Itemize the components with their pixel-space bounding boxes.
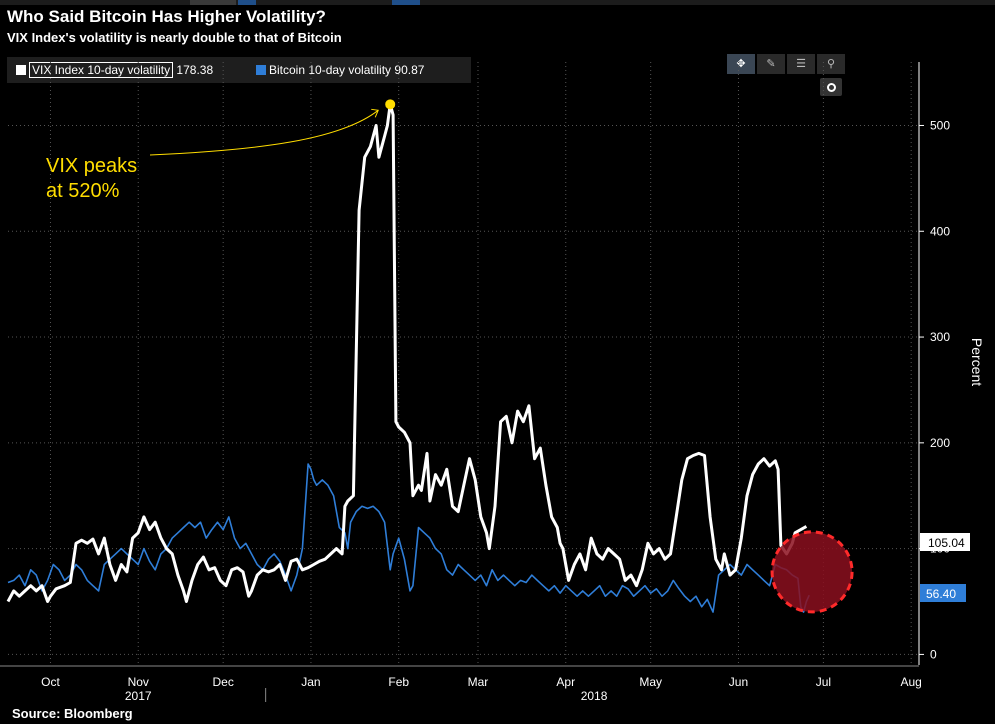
source-note: Source: Bloomberg — [12, 706, 133, 721]
top-tab-strip — [0, 0, 995, 5]
x-tick-label: Feb — [388, 675, 409, 689]
x-tick-label: Apr — [556, 675, 575, 689]
highlight-circle — [770, 530, 854, 614]
x-tick-label: May — [639, 675, 662, 689]
legend-item-vix[interactable]: VIX Index 10-day volatility 178.38 — [16, 62, 214, 78]
annotation-arrow — [149, 108, 379, 156]
legend-btc-name: Bitcoin 10-day volatility — [269, 63, 392, 77]
x-tick-label: Aug — [900, 675, 921, 689]
legend-vix-value: 178.38 — [176, 63, 214, 77]
vix-swatch-icon — [16, 65, 26, 75]
btc-swatch-icon — [256, 65, 266, 75]
x-ticks: Oct Nov Dec Jan Feb Mar Apr May Jun Jul Aug 2017 201… — [41, 675, 922, 703]
legend: VIX Index 10-day volatility 178.38 Bitco… — [7, 57, 471, 83]
series-line-bitcoin — [7, 463, 810, 613]
pencil-icon[interactable]: ✎ — [757, 54, 785, 74]
btc-badge-value: 56.40 — [926, 587, 956, 601]
peak-marker — [385, 99, 396, 110]
y-axis-label: Percent — [969, 338, 985, 386]
annotation-line2: at 520% — [46, 180, 120, 202]
series-layer — [6, 102, 810, 613]
tab-active[interactable] — [392, 0, 420, 5]
annotation-line1: VIX peaks — [46, 155, 137, 177]
legend-item-btc[interactable]: Bitcoin 10-day volatility 90.87 — [256, 63, 424, 77]
y-tick-label: 300 — [930, 330, 950, 344]
y-ticks: 0100200300400500 — [919, 118, 950, 661]
highlight-ring — [770, 530, 854, 614]
x-year-label: 2018 — [581, 689, 608, 703]
tab[interactable] — [190, 0, 236, 5]
chart-title: Who Said Bitcoin Has Higher Volatility? — [7, 7, 326, 26]
x-tick-label: Jul — [816, 675, 831, 689]
crosshair-icon[interactable]: ✥ — [727, 54, 755, 74]
value-badges: 105.04 56.40 — [920, 533, 970, 602]
x-year-label: 2017 — [125, 689, 152, 703]
vix-badge — [920, 533, 970, 551]
list-icon[interactable]: ☰ — [787, 54, 815, 74]
legend-btc-value: 90.87 — [394, 63, 425, 77]
x-tick-label: Oct — [41, 675, 60, 689]
series-line-vix — [6, 102, 808, 603]
x-tick-label: Jan — [301, 675, 320, 689]
magnifier-icon[interactable]: ⚲ — [817, 54, 845, 74]
chart-subtitle: VIX Index's volatility is nearly double … — [7, 30, 342, 45]
ring-icon — [827, 83, 836, 92]
x-tick-label: Mar — [468, 675, 489, 689]
y-tick-label: 400 — [930, 224, 950, 238]
x-tick-label: Dec — [213, 675, 234, 689]
vertical-gridlines — [49, 62, 912, 665]
zoom-reset-button[interactable] — [820, 78, 842, 96]
x-tick-label: Jun — [729, 675, 748, 689]
legend-vix-name: VIX Index 10-day volatility — [29, 62, 174, 78]
y-tick-label: 500 — [930, 118, 950, 132]
vix-badge-value: 105.04 — [928, 536, 965, 550]
y-tick-label: 0 — [930, 647, 937, 661]
btc-badge — [920, 584, 966, 602]
x-tick-label: Nov — [128, 675, 149, 689]
tab-active[interactable] — [238, 0, 256, 5]
y-tick-label: 200 — [930, 436, 950, 450]
